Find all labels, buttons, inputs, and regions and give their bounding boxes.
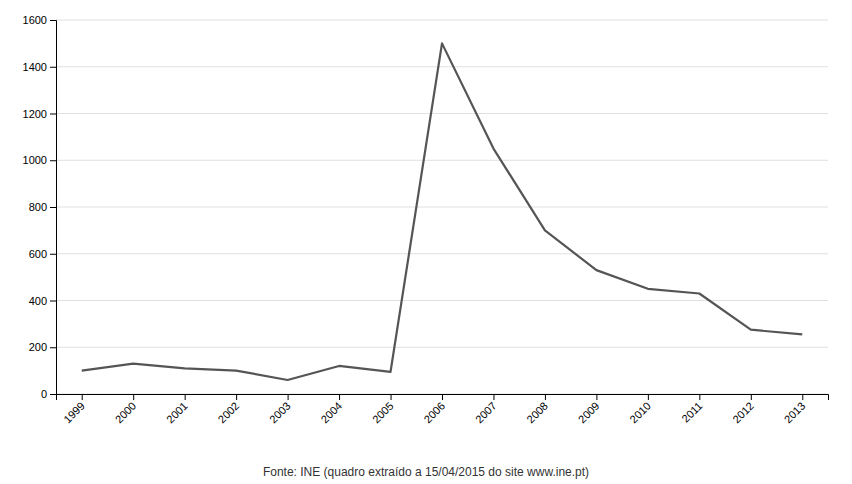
grid-line (56, 300, 828, 301)
y-tick-label: 1400 (23, 61, 47, 73)
y-tick-mark (50, 20, 56, 21)
x-tick: 2000 (113, 394, 139, 425)
x-tick: 2006 (421, 394, 447, 425)
x-tick-label: 2001 (164, 400, 190, 426)
y-tick-mark (50, 67, 56, 68)
x-tick: 2008 (524, 394, 550, 425)
x-tick-mark (751, 394, 752, 400)
x-tick: 2012 (730, 394, 756, 425)
grid (56, 20, 828, 394)
y-tick: 400 (29, 295, 56, 307)
y-tick-label: 400 (29, 295, 47, 307)
x-tick-label: 2000 (113, 400, 139, 426)
x-tick: 2011 (679, 394, 704, 425)
y-tick: 600 (29, 248, 56, 260)
y-tick-mark (50, 160, 56, 161)
y-tick: 1000 (23, 154, 56, 166)
y-tick-label: 1600 (23, 14, 47, 26)
x-axis-line (57, 395, 829, 401)
y-tick: 0 (41, 388, 56, 400)
x-tick: 2002 (216, 394, 242, 425)
y-axis: 0 200 400 600 800 1000 1200 1400 1600 (23, 14, 57, 400)
x-tick-mark (82, 394, 83, 400)
x-tick-mark (545, 394, 546, 400)
x-tick-label: 2002 (216, 400, 242, 426)
y-tick-label: 0 (41, 388, 47, 400)
y-tick-mark (50, 254, 56, 255)
x-tick-label: 1999 (61, 400, 87, 426)
y-tick-mark (50, 394, 56, 395)
x-tick-mark (339, 394, 340, 400)
x-tick-label: 2006 (421, 400, 447, 426)
y-tick-label: 800 (29, 201, 47, 213)
grid-line (56, 160, 828, 161)
x-tick-mark (288, 394, 289, 400)
y-tick: 1400 (23, 61, 56, 73)
y-tick: 200 (29, 341, 56, 353)
grid-line (56, 20, 828, 21)
x-tick-label: 2010 (627, 400, 653, 426)
grid-line (56, 207, 828, 208)
x-tick-label: 2003 (267, 400, 293, 426)
x-axis: 1999 2000 2001 2002 2003 2004 2005 2006 2007 2008… (57, 394, 829, 425)
grid-line (56, 113, 828, 114)
y-tick-mark (50, 114, 56, 115)
chart-container: 0 200 400 600 800 1000 1200 1400 1600 1999 2000 200… (0, 0, 852, 484)
data-line (82, 43, 803, 380)
x-tick-label: 2008 (524, 400, 550, 426)
x-tick-mark (699, 394, 700, 400)
x-tick: 2007 (473, 394, 499, 425)
x-tick: 2005 (370, 394, 396, 425)
x-tick-mark (493, 394, 494, 400)
x-tick: 2001 (164, 394, 190, 425)
y-tick-label: 600 (29, 248, 47, 260)
caption: Fonte: INE (quadro extraído a 15/04/2015… (263, 465, 589, 479)
y-tick-label: 200 (29, 341, 47, 353)
y-tick-label: 1200 (23, 108, 47, 120)
y-tick: 800 (29, 201, 56, 213)
x-tick: 2009 (576, 394, 602, 425)
x-tick-label: 2004 (318, 400, 344, 426)
x-tick-mark (133, 394, 134, 400)
x-tick-label: 2013 (782, 400, 808, 426)
grid-line (56, 347, 828, 348)
y-axis-line (50, 21, 57, 395)
x-tick-label: 2011 (679, 400, 704, 425)
x-tick-mark (236, 394, 237, 400)
x-tick: 2013 (782, 394, 808, 425)
y-tick: 1600 (23, 14, 56, 26)
x-tick-mark (596, 394, 597, 400)
x-tick-mark (391, 394, 392, 400)
x-tick-mark (442, 394, 443, 400)
y-tick-label: 1000 (23, 154, 47, 166)
x-tick: 2003 (267, 394, 293, 425)
grid-line (56, 253, 828, 254)
grid-line (56, 66, 828, 67)
y-tick-mark (50, 301, 56, 302)
x-tick-label: 2007 (473, 400, 499, 426)
x-tick-label: 2005 (370, 400, 396, 426)
x-tick-label: 2009 (576, 400, 602, 426)
x-tick-mark (648, 394, 649, 400)
x-tick: 2004 (318, 394, 344, 425)
y-tick-mark (50, 347, 56, 348)
x-tick: 1999 (61, 394, 87, 425)
x-tick: 2010 (627, 394, 653, 425)
chart-svg: 0 200 400 600 800 1000 1200 1400 1600 1999 2000 200… (0, 0, 852, 484)
x-tick-mark (802, 394, 803, 400)
marks (82, 43, 803, 380)
plot-area: 0 200 400 600 800 1000 1200 1400 1600 1999 2000 200… (23, 14, 829, 425)
x-tick-mark (185, 394, 186, 400)
x-tick-label: 2012 (730, 400, 756, 426)
y-tick-mark (50, 207, 56, 208)
y-tick: 1200 (23, 108, 56, 120)
